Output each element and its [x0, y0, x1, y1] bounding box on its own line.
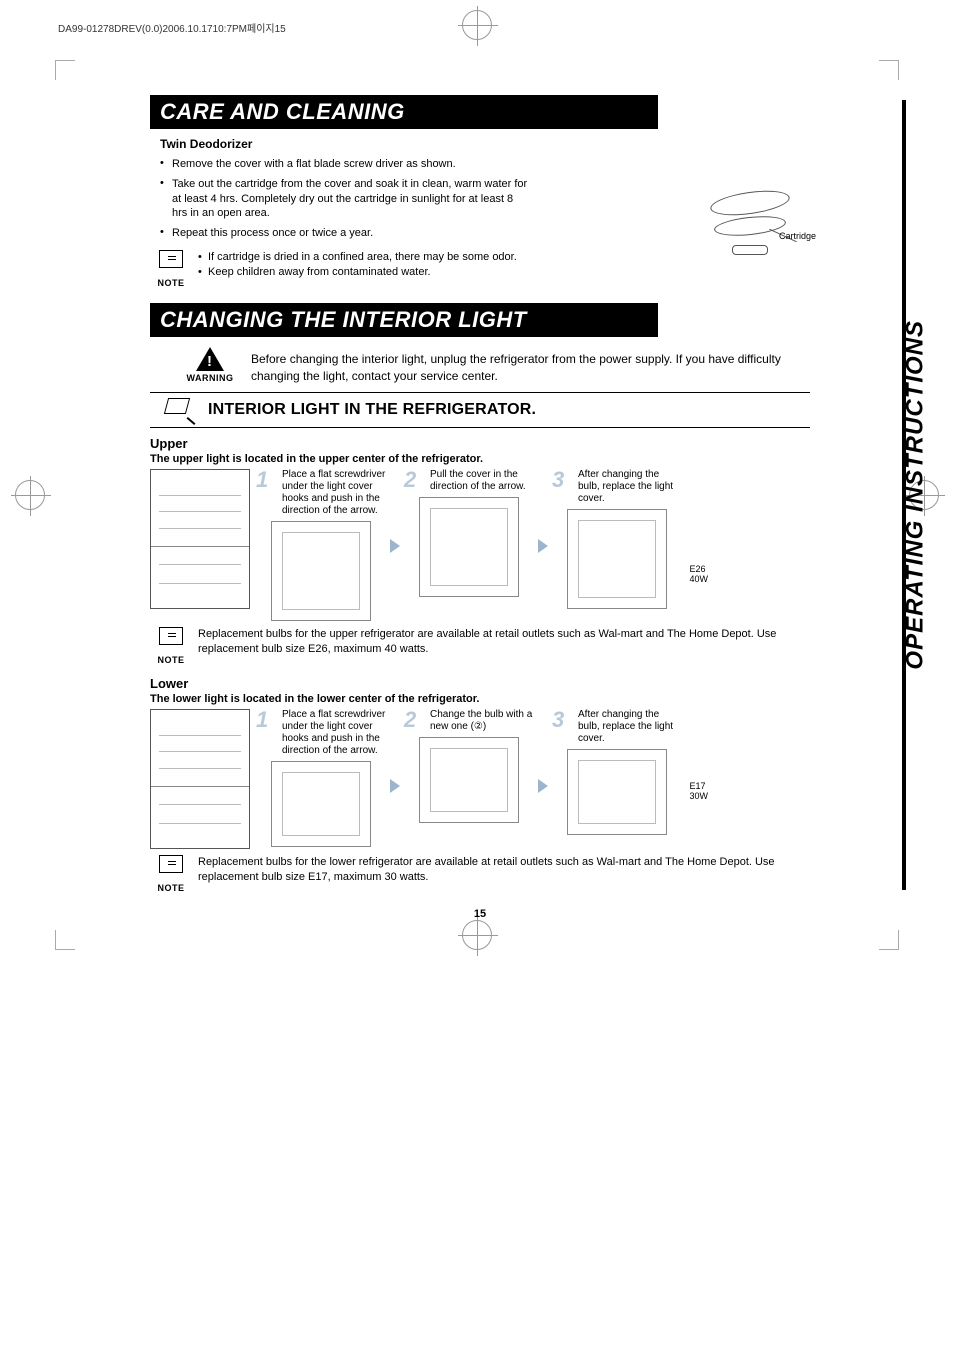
- bullet-text: Take out the cartridge from the cover an…: [172, 177, 530, 220]
- note-line: •Keep children away from contaminated wa…: [198, 265, 517, 280]
- care-section-title: CARE AND CLEANING: [150, 95, 419, 129]
- step-number: 1: [256, 709, 278, 731]
- bulb-spec: E2640W: [689, 564, 708, 584]
- cartridge-label: Cartridge: [779, 231, 816, 241]
- step-figure: [419, 497, 519, 597]
- note-icon: [159, 627, 183, 645]
- step-2: 2Pull the cover in the direction of the …: [404, 469, 534, 597]
- note-label: NOTE: [157, 278, 184, 288]
- bulb-spec: E1730W: [689, 781, 708, 801]
- step-3: 3After changing the bulb, replace the li…: [552, 709, 682, 835]
- section-title-bar: CHANGING THE INTERIOR LIGHT: [150, 303, 658, 337]
- arrow-icon: [386, 779, 404, 793]
- crop-mark: [55, 930, 75, 950]
- section-title-bar: CARE AND CLEANING: [150, 95, 658, 129]
- note-label: NOTE: [157, 655, 184, 665]
- note-icon: [159, 250, 183, 268]
- step-figure: [271, 521, 371, 621]
- twin-deodorizer-heading: Twin Deodorizer: [160, 137, 810, 151]
- inspect-icon: [164, 396, 200, 424]
- registration-mark-bottom: [462, 920, 492, 950]
- step-figure: [567, 749, 667, 835]
- note-icon: [159, 855, 183, 873]
- bullet-text: Repeat this process once or twice a year…: [172, 226, 530, 240]
- step-text: Place a flat screwdriver under the light…: [282, 709, 386, 757]
- subsection-title: INTERIOR LIGHT IN THE REFRIGERATOR.: [208, 401, 536, 419]
- registration-mark-left: [15, 480, 45, 510]
- step-number: 3: [552, 469, 574, 491]
- lower-note-text: Replacement bulbs for the lower refriger…: [198, 855, 810, 885]
- registration-mark-top: [462, 10, 492, 40]
- fridge-diagram-upper: [150, 469, 250, 609]
- bullet-item: •Remove the cover with a flat blade scre…: [160, 157, 530, 171]
- step-text: Pull the cover in the direction of the a…: [430, 469, 534, 493]
- arrow-icon: [386, 539, 404, 553]
- warning-text: Before changing the interior light, unpl…: [251, 347, 810, 383]
- step-1: 1Place a flat screwdriver under the ligh…: [256, 709, 386, 847]
- step-figure: [567, 509, 667, 609]
- lower-location: The lower light is located in the lower …: [150, 693, 810, 705]
- warning-icon: [196, 347, 224, 371]
- upper-note-text: Replacement bulbs for the upper refriger…: [198, 627, 810, 657]
- fridge-diagram-lower: [150, 709, 250, 849]
- changing-section-title: CHANGING THE INTERIOR LIGHT: [150, 303, 541, 337]
- step-text: After changing the bulb, replace the lig…: [578, 469, 682, 505]
- bullet-text: Remove the cover with a flat blade screw…: [172, 157, 530, 171]
- step-figure: [271, 761, 371, 847]
- subsection-header: INTERIOR LIGHT IN THE REFRIGERATOR.: [150, 392, 810, 428]
- step-figure: [419, 737, 519, 823]
- crop-mark: [879, 930, 899, 950]
- page-number: 15: [150, 908, 810, 920]
- step-text: Change the bulb with a new one (②): [430, 709, 534, 733]
- step-number: 2: [404, 709, 426, 731]
- note-label: NOTE: [157, 883, 184, 893]
- step-text: After changing the bulb, replace the lig…: [578, 709, 682, 745]
- crop-mark: [55, 60, 75, 80]
- upper-heading: Upper: [150, 436, 810, 451]
- arrow-icon: [534, 779, 552, 793]
- arrow-icon: [534, 539, 552, 553]
- bullet-item: •Take out the cartridge from the cover a…: [160, 177, 530, 220]
- step-3: 3After changing the bulb, replace the li…: [552, 469, 682, 609]
- step-number: 3: [552, 709, 574, 731]
- bullet-item: •Repeat this process once or twice a yea…: [160, 226, 530, 240]
- lower-heading: Lower: [150, 676, 810, 691]
- page-content: CARE AND CLEANING Twin Deodorizer •Remov…: [150, 95, 810, 920]
- warning-label: WARNING: [175, 373, 245, 383]
- note-line: •If cartridge is dried in a confined are…: [198, 250, 517, 265]
- crop-mark: [879, 60, 899, 80]
- print-job-header: DA99-01278DREV(0.0)2006.10.1710:7PM페이지15: [58, 20, 286, 35]
- step-1: 1Place a flat screwdriver under the ligh…: [256, 469, 386, 621]
- step-text: Place a flat screwdriver under the light…: [282, 469, 386, 517]
- upper-location: The upper light is located in the upper …: [150, 453, 810, 465]
- step-number: 1: [256, 469, 278, 491]
- step-number: 2: [404, 469, 426, 491]
- cartridge-figure: Cartridge: [690, 187, 810, 267]
- side-tab-label: OPERATING INSTRUCTIONS: [902, 320, 930, 670]
- step-2: 2Change the bulb with a new one (②): [404, 709, 534, 823]
